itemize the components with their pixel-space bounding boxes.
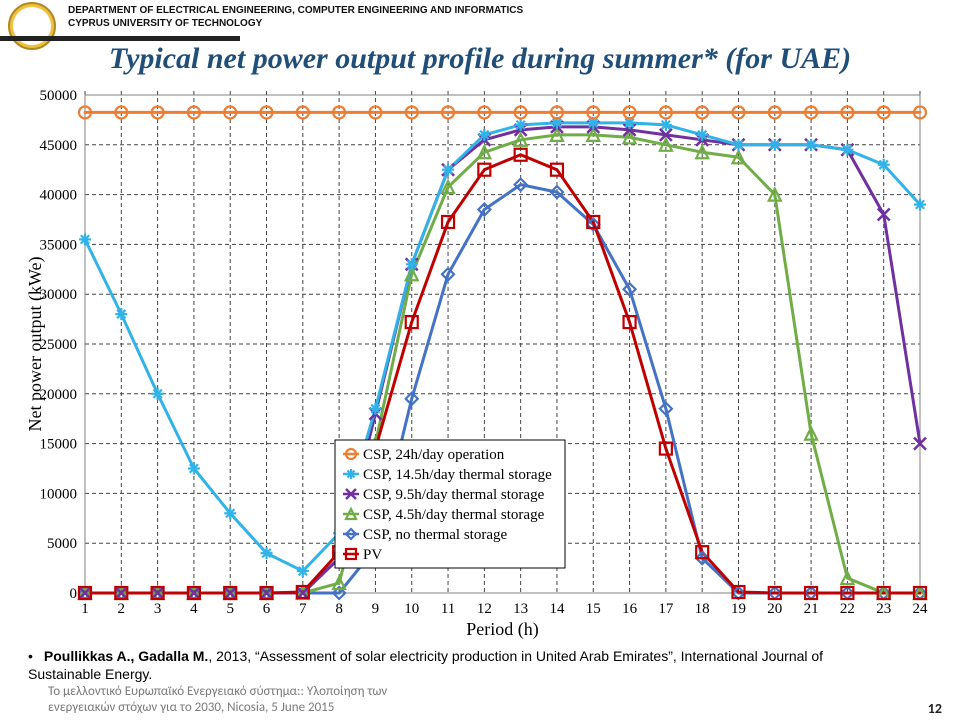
svg-text:5: 5 xyxy=(226,601,234,617)
svg-text:Period (h): Period (h) xyxy=(466,619,538,640)
svg-text:6: 6 xyxy=(263,601,271,617)
dept-line-2: CYPRUS UNIVERSITY OF TECHNOLOGY xyxy=(68,17,523,30)
power-output-chart: 1234567891011121314151617181920212223240… xyxy=(25,85,935,640)
footer-line-1: Το μελλοντικό Ευρωπαϊκό Ενεργειακό σύστη… xyxy=(48,684,387,700)
slide-title: Typical net power output profile during … xyxy=(20,42,940,76)
svg-text:CSP, 9.5h/day thermal storage: CSP, 9.5h/day thermal storage xyxy=(363,487,545,503)
svg-text:CSP, 24h/day operation: CSP, 24h/day operation xyxy=(363,447,505,463)
svg-text:21: 21 xyxy=(804,601,819,617)
svg-text:10: 10 xyxy=(404,601,419,617)
svg-text:10000: 10000 xyxy=(40,486,78,502)
svg-text:8: 8 xyxy=(335,601,343,617)
svg-text:CSP, no thermal storage: CSP, no thermal storage xyxy=(363,527,507,543)
svg-text:22: 22 xyxy=(840,601,855,617)
svg-text:CSP, 4.5h/day thermal storage: CSP, 4.5h/day thermal storage xyxy=(363,507,545,523)
svg-text:Net power output (kWe): Net power output (kWe) xyxy=(25,256,46,431)
svg-text:19: 19 xyxy=(731,601,746,617)
svg-text:0: 0 xyxy=(70,586,78,602)
svg-text:4: 4 xyxy=(190,601,198,617)
footer-conference: Το μελλοντικό Ευρωπαϊκό Ενεργειακό σύστη… xyxy=(48,684,387,715)
footer-line-2: ενεργειακών στόχων για το 2030, Nicosia,… xyxy=(48,700,387,716)
svg-text:13: 13 xyxy=(513,601,528,617)
svg-text:11: 11 xyxy=(441,601,455,617)
svg-text:5000: 5000 xyxy=(47,536,77,552)
svg-text:23: 23 xyxy=(876,601,891,617)
svg-text:2: 2 xyxy=(118,601,126,617)
svg-text:50000: 50000 xyxy=(40,88,78,104)
svg-text:12: 12 xyxy=(477,601,492,617)
page-number: 12 xyxy=(928,700,942,717)
svg-text:15000: 15000 xyxy=(40,437,78,453)
svg-text:17: 17 xyxy=(658,601,674,617)
svg-text:45000: 45000 xyxy=(40,138,78,154)
svg-text:40000: 40000 xyxy=(40,188,78,204)
svg-text:25000: 25000 xyxy=(40,337,78,353)
svg-text:14: 14 xyxy=(549,601,565,617)
svg-text:20000: 20000 xyxy=(40,387,78,403)
svg-text:PV: PV xyxy=(363,547,382,563)
svg-text:15: 15 xyxy=(586,601,601,617)
svg-text:16: 16 xyxy=(622,601,638,617)
svg-text:24: 24 xyxy=(913,601,929,617)
dept-line-1: DEPARTMENT OF ELECTRICAL ENGINEERING, CO… xyxy=(68,4,523,17)
svg-text:35000: 35000 xyxy=(40,237,78,253)
svg-text:9: 9 xyxy=(372,601,380,617)
svg-text:1: 1 xyxy=(81,601,89,617)
svg-text:7: 7 xyxy=(299,601,307,617)
header-rule xyxy=(0,36,240,41)
svg-text:3: 3 xyxy=(154,601,162,617)
citation-author: Poullikkas A., Gadalla M. xyxy=(44,648,208,664)
svg-text:18: 18 xyxy=(695,601,710,617)
svg-text:20: 20 xyxy=(767,601,782,617)
citation: • Poullikkas A., Gadalla M., 2013, “Asse… xyxy=(28,648,900,683)
svg-text:CSP, 14.5h/day thermal storage: CSP, 14.5h/day thermal storage xyxy=(363,467,552,483)
department-header: DEPARTMENT OF ELECTRICAL ENGINEERING, CO… xyxy=(68,4,523,30)
svg-text:30000: 30000 xyxy=(40,287,78,303)
